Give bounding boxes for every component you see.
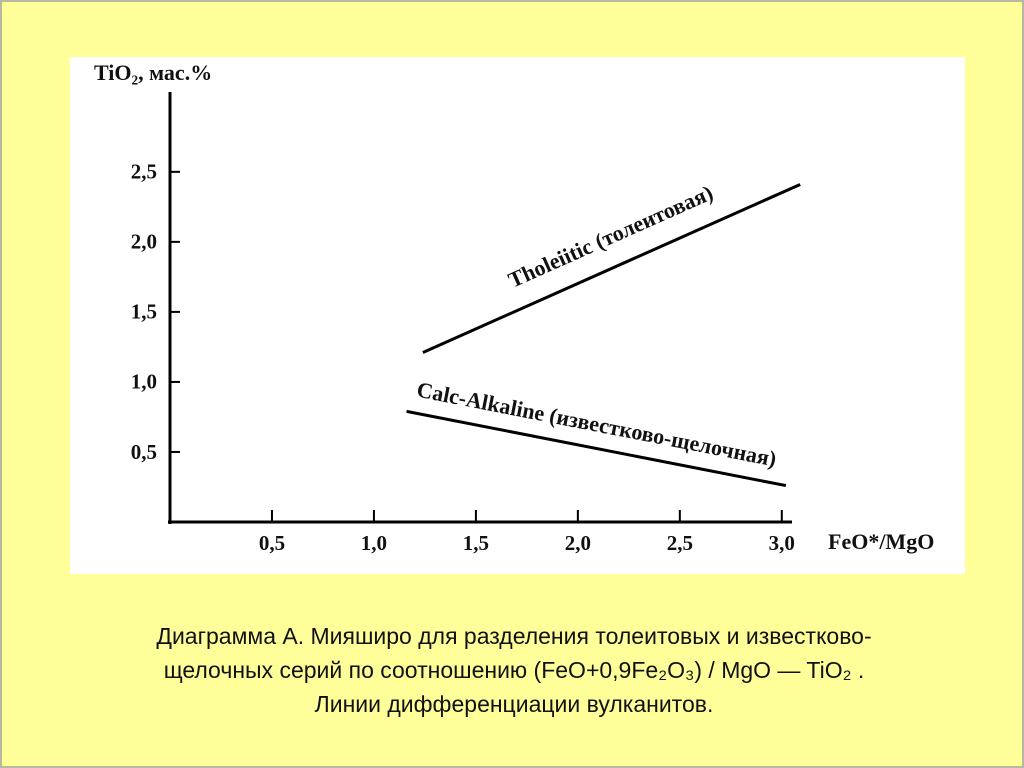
chart: TiO₂, мас.% FeO*/MgO 0,5 1,0 1,5 2,0 2,5 0,5 1…	[70, 57, 965, 574]
x-tick-label: 1,0	[361, 531, 387, 555]
chart-background	[70, 57, 965, 574]
y-tick-label: 0,5	[131, 440, 157, 464]
x-tick-label: 3,0	[769, 531, 795, 555]
caption-line: Линии дифференциации вулканитов.	[314, 691, 714, 717]
y-tick-label: 2,5	[131, 160, 157, 184]
y-tick-label: 2,0	[131, 230, 157, 254]
y-axis-label: TiO₂, мас.%	[94, 60, 212, 85]
x-tick-label: 2,0	[565, 531, 591, 555]
y-tick-label: 1,5	[131, 300, 157, 324]
caption-line: Диаграмма А. Мияширо для разделения толе…	[156, 623, 872, 649]
caption-line: щелочных серий по соотношению (FeO+0,9Fe…	[163, 657, 865, 683]
caption: Диаграмма А. Мияширо для разделения толе…	[2, 619, 1024, 721]
x-tick-label: 1,5	[463, 531, 489, 555]
data-line	[422, 183, 801, 354]
data-line	[406, 409, 787, 488]
y-tick-label: 1,0	[131, 370, 157, 394]
x-axis-label: FeO*/MgO	[828, 529, 934, 554]
x-tick-label: 0,5	[259, 531, 285, 555]
x-tick-label: 2,5	[667, 531, 693, 555]
